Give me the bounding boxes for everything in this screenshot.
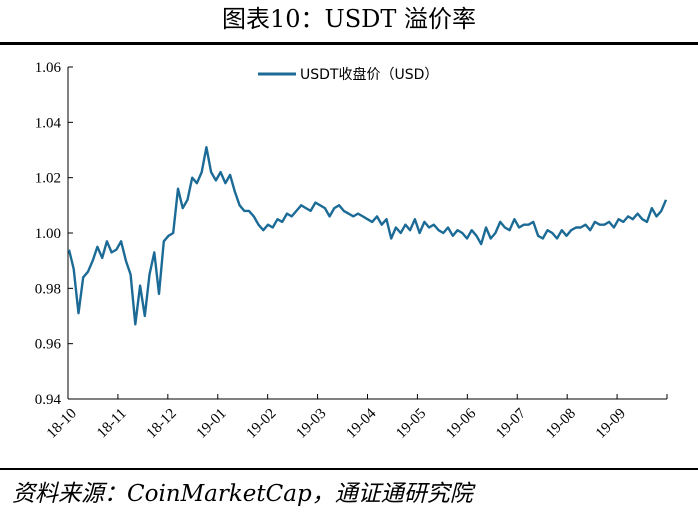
y-tick-label: 1.00 [35, 226, 61, 242]
legend: USDT收盘价（USD） [258, 66, 438, 83]
x-tick-label: 19-04 [343, 405, 379, 441]
y-tick-label: 0.94 [35, 392, 62, 408]
source-note: 资料来源：CoinMarketCap，通证通研究院 [12, 481, 473, 507]
y-tick-label: 0.98 [35, 281, 61, 297]
x-axis: 18-10 18-11 18-12 19-01 19-02 19-03 19-04 19-05… [44, 394, 668, 442]
series-line [67, 145, 668, 326]
x-tick-label: 18-11 [94, 406, 130, 442]
chart-title: 图表10：USDT 溢价率 [221, 5, 477, 33]
y-tick-label: 1.02 [35, 171, 61, 187]
x-tick-label: 19-01 [194, 406, 230, 442]
title-underline [0, 42, 698, 45]
x-tick-label: 19-05 [393, 406, 429, 442]
x-tick-label: 19-09 [593, 406, 629, 442]
source-divider [0, 468, 698, 470]
y-axis: 0.94 0.96 0.98 1.00 1.02 1.04 1.06 [35, 60, 73, 408]
y-tick-label: 0.96 [35, 337, 62, 353]
legend-label: USDT收盘价（USD） [300, 66, 438, 83]
x-tick-label: 19-08 [543, 406, 579, 442]
x-tick-label: 19-07 [493, 405, 529, 441]
y-tick-label: 1.06 [35, 60, 62, 76]
y-tick-label: 1.04 [35, 115, 62, 131]
x-tick-label: 18-12 [144, 406, 180, 442]
x-tick-label: 19-02 [244, 406, 280, 442]
plot-area [67, 145, 668, 326]
x-tick-label: 19-06 [443, 405, 479, 441]
x-tick-label: 19-03 [293, 406, 329, 442]
x-tick-label: 18-10 [44, 406, 80, 442]
